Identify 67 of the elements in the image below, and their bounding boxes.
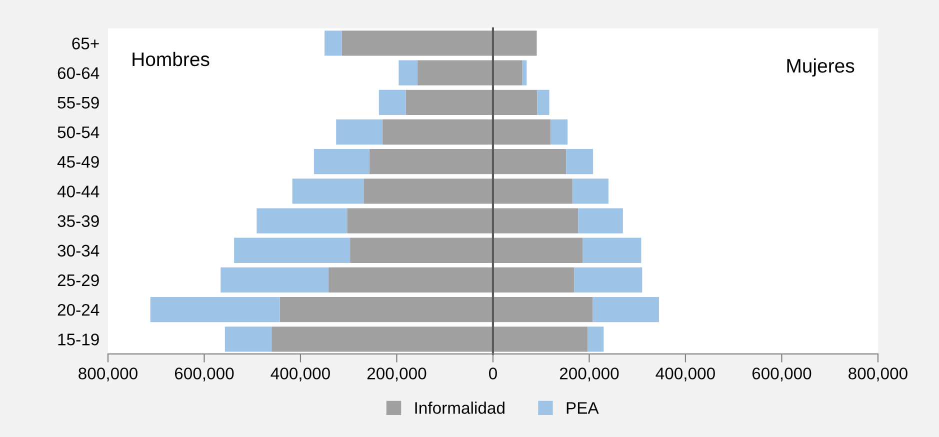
annotation: Mujeres <box>787 58 854 77</box>
bar <box>566 149 594 174</box>
bar <box>492 296 593 322</box>
y-tick-label: 35-39 <box>58 215 99 227</box>
bar <box>150 296 280 322</box>
y-tick-label: 60-64 <box>58 67 100 80</box>
bar <box>314 149 370 174</box>
bar <box>364 178 493 204</box>
bar <box>369 149 493 174</box>
bar <box>492 119 551 145</box>
bar <box>550 119 568 145</box>
x-tick-label: 800,000 <box>78 368 138 382</box>
bar <box>537 90 550 115</box>
bar <box>234 238 350 263</box>
x-tick-label: 200,000 <box>367 368 426 382</box>
x-tick-label: 200,000 <box>560 368 619 382</box>
bar <box>220 267 328 293</box>
legend-label: Informalidad <box>415 402 504 414</box>
bar <box>382 119 493 145</box>
bar <box>492 90 538 115</box>
bar <box>592 296 659 322</box>
bar <box>328 267 493 293</box>
bar <box>572 178 608 204</box>
y-tick-label: 20-24 <box>58 304 100 316</box>
y-tick-label: 45-49 <box>57 156 99 168</box>
bar <box>492 326 588 352</box>
x-tick-label: 600,000 <box>174 368 234 382</box>
bar <box>378 90 406 115</box>
bar <box>522 60 527 86</box>
bar <box>350 238 493 263</box>
bar <box>272 326 493 352</box>
y-tick-label: 15-19 <box>58 334 99 346</box>
bar <box>224 326 272 352</box>
bar <box>347 208 493 234</box>
bar <box>336 119 382 145</box>
bar <box>588 326 604 352</box>
bar <box>492 178 572 204</box>
y-tick-label: 55-59 <box>58 96 99 109</box>
bar <box>492 208 578 234</box>
y-tick-label: 50-54 <box>58 126 100 138</box>
bar <box>492 267 574 293</box>
legend-label: PEA <box>566 402 599 414</box>
bar <box>398 60 418 86</box>
x-tick-label: 800,000 <box>848 368 908 382</box>
x-tick-label: 400,000 <box>270 368 330 382</box>
annotation: Hombres <box>132 52 210 66</box>
x-tick-label: 0 <box>488 368 497 380</box>
bar <box>256 208 348 234</box>
bar <box>324 30 342 56</box>
y-tick-label: 30-34 <box>58 244 100 257</box>
x-tick-label: 600,000 <box>752 368 812 382</box>
y-tick-label: 25-29 <box>58 274 99 286</box>
y-tick-label: 65+ <box>72 38 99 50</box>
bar <box>492 30 537 56</box>
bar <box>574 267 642 293</box>
bar <box>292 178 364 204</box>
x-tick-label: 400,000 <box>656 368 715 382</box>
y-tick-label: 40-44 <box>57 186 100 198</box>
bar <box>492 60 522 86</box>
bar <box>342 30 493 56</box>
bar <box>578 208 623 234</box>
bar <box>492 149 566 174</box>
bar <box>406 90 493 115</box>
bar <box>417 60 493 86</box>
bar <box>582 238 642 263</box>
bar <box>492 238 582 263</box>
bar <box>280 296 493 322</box>
